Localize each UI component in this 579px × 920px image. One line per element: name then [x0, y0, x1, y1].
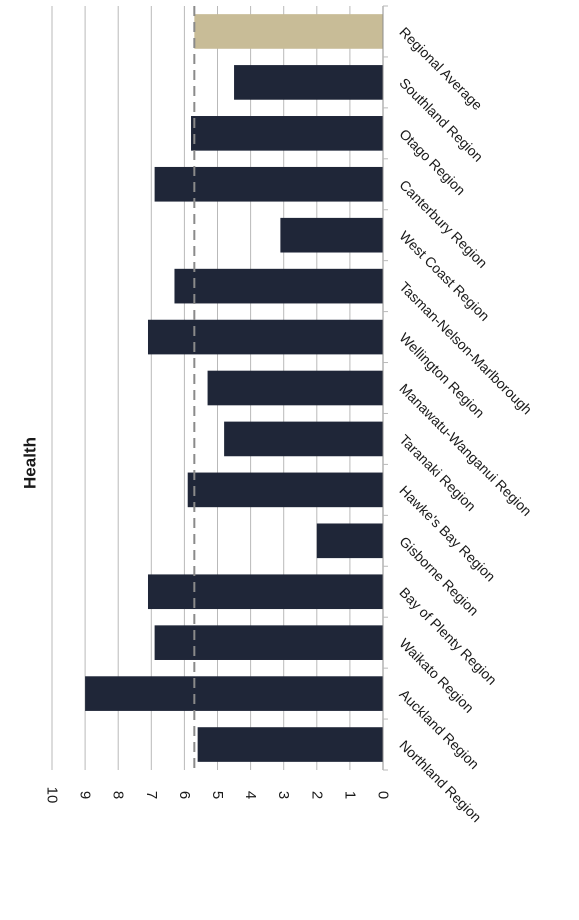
tick-label-3: 3 [275, 791, 292, 799]
bar-12 [191, 116, 383, 151]
value-tick-labels: 0 1 2 3 4 5 6 7 8 9 10 [44, 5, 392, 804]
tick-label-8: 8 [110, 791, 127, 799]
tick-label-1: 1 [341, 791, 358, 799]
bar-10 [280, 217, 383, 253]
bar-2 [154, 625, 383, 660]
bar-9 [174, 268, 383, 304]
bar-4 [316, 523, 383, 559]
category-label-10: West Coast Region [396, 228, 492, 324]
category-label-8: Wellington Region [396, 329, 487, 420]
tick-label-5: 5 [209, 791, 226, 799]
category-label-5: Hawke's Bay Region [396, 482, 498, 584]
bar-14 [194, 14, 383, 49]
bar-3 [147, 574, 383, 610]
bar-1 [85, 676, 383, 711]
category-label-3: Bay of Plenty Region [396, 584, 500, 688]
tick-label-0: 0 [375, 791, 392, 799]
bars [85, 14, 383, 762]
tick-label-9: 9 [77, 791, 94, 799]
bar-5 [187, 472, 383, 508]
bar-13 [234, 65, 383, 100]
bar-0 [197, 727, 383, 762]
bar-11 [154, 166, 383, 202]
tick-label-2: 2 [308, 791, 325, 799]
chart-title: Health [21, 437, 40, 489]
category-label-14: Regional Average [396, 24, 485, 113]
tick-label-4: 4 [242, 791, 259, 799]
tick-label-10: 10 [44, 787, 61, 804]
bar-6 [224, 421, 383, 457]
bar-8 [147, 319, 383, 355]
tick-label-7: 7 [143, 791, 160, 799]
category-label-11: Canterbury Region [396, 177, 490, 271]
tick-label-6: 6 [176, 791, 193, 799]
bar-7 [207, 370, 383, 406]
